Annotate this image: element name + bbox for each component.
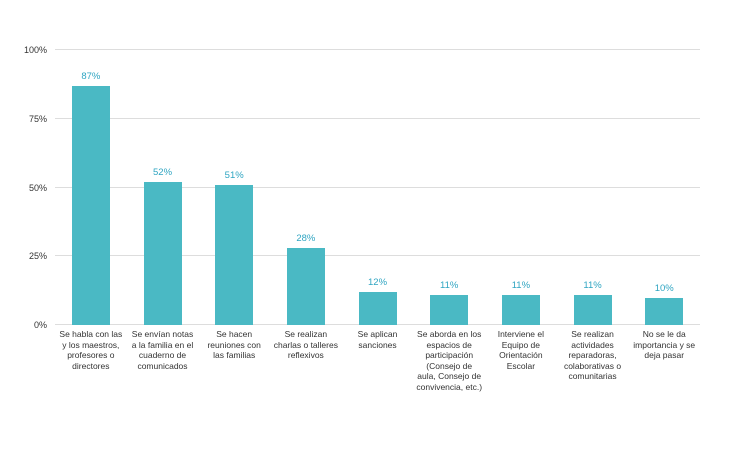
bar-column: 11% <box>557 50 629 325</box>
bar <box>358 292 397 325</box>
y-tick-label: 100% <box>23 45 47 55</box>
y-tick-label: 25% <box>28 251 47 262</box>
y-tick-label: 75% <box>28 113 47 124</box>
bar-value-label: 11% <box>583 279 602 291</box>
bar <box>430 294 469 325</box>
bar <box>215 184 254 325</box>
bar-value-label: 11% <box>440 279 459 291</box>
bar-column: 12% <box>342 50 414 325</box>
gridline <box>55 49 700 50</box>
bar-value-label: 12% <box>368 277 388 288</box>
bar-column: 10% <box>628 50 700 325</box>
bar-column: 11% <box>485 50 557 325</box>
bar-value-label: 28% <box>296 233 316 244</box>
gridline <box>55 186 700 188</box>
x-axis: Se habla con las y los maestros, profeso… <box>55 325 700 392</box>
y-tick-label: 50% <box>28 182 47 193</box>
bar <box>573 294 612 325</box>
bar-series: 87% 52% 51% 28% 12% 11% 11% 11% 10% <box>55 50 700 325</box>
bar-value-label: 10% <box>654 282 674 294</box>
x-axis-label: Interviene el Equipo de Orientación Esco… <box>497 329 545 371</box>
bar <box>286 248 325 325</box>
bar-value-label: 51% <box>224 169 244 181</box>
gridline <box>55 117 700 119</box>
gridline <box>55 255 700 257</box>
x-axis-label: Se aplican sanciones <box>357 329 398 350</box>
bar-column: 51% <box>198 50 270 325</box>
y-axis: 0% 25% 50% 75% 100% <box>0 45 55 330</box>
bar-value-label: 11% <box>511 279 531 291</box>
x-axis-label: Se realizan actividades reparadoras, col… <box>563 329 622 381</box>
bar-column: 87% <box>55 50 127 325</box>
bar-column: 52% <box>127 50 199 325</box>
x-axis-label: Se habla con las y los maestros, profeso… <box>59 329 123 371</box>
chart-plot-region: 0% 25% 50% 75% 100% 87% 52% 51% 28% 12% 11% 11% 11%… <box>0 45 730 330</box>
bar <box>71 85 110 325</box>
x-axis-label: Se envían notas a la familia en el cuade… <box>131 329 194 371</box>
bar <box>645 297 684 325</box>
bar-value-label: 87% <box>81 70 101 82</box>
x-axis-label: Se hacen reuniones con las familias <box>207 329 261 360</box>
plot-area: 87% 52% 51% 28% 12% 11% 11% 11% 10% <box>55 49 700 325</box>
bar-value-label: 52% <box>153 167 173 178</box>
bar-column: 11% <box>413 50 485 325</box>
x-axis-label: Se realizan charlas o talleres reflexivo… <box>273 329 338 360</box>
x-axis-label: Se aborda en los espacios de participaci… <box>416 329 483 392</box>
y-tick-label: 0% <box>33 320 47 330</box>
x-axis-label: No se le da importancia y se deja pasar <box>633 329 696 360</box>
bar <box>143 182 182 325</box>
bar <box>501 294 540 325</box>
bar-column: 28% <box>270 50 342 325</box>
